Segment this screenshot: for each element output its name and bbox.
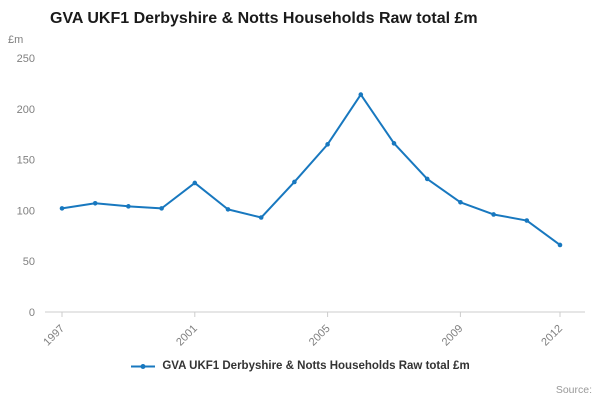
svg-text:250: 250	[17, 53, 35, 65]
svg-text:200: 200	[17, 104, 35, 116]
svg-text:2012: 2012	[539, 323, 565, 349]
svg-text:100: 100	[17, 205, 35, 217]
y-axis-unit-label: £m	[8, 34, 24, 46]
svg-text:0: 0	[29, 307, 35, 319]
chart-title: GVA UKF1 Derbyshire & Notts Households R…	[50, 10, 478, 27]
legend-line-icon	[131, 363, 156, 369]
source-label: Source:	[555, 384, 592, 396]
svg-text:2009: 2009	[440, 323, 466, 349]
svg-text:2005: 2005	[307, 323, 333, 349]
line-chart: 0 50 100 150 200 250 1997 2001 2005 2009 2012	[17, 53, 585, 349]
svg-text:2001: 2001	[174, 323, 200, 349]
legend-label: GVA UKF1 Derbyshire & Notts Households R…	[162, 360, 470, 372]
svg-text:1997: 1997	[41, 323, 67, 349]
svg-text:150: 150	[17, 155, 35, 167]
svg-text:50: 50	[23, 256, 35, 268]
legend-item[interactable]: GVA UKF1 Derbyshire & Notts Households R…	[0, 360, 600, 372]
